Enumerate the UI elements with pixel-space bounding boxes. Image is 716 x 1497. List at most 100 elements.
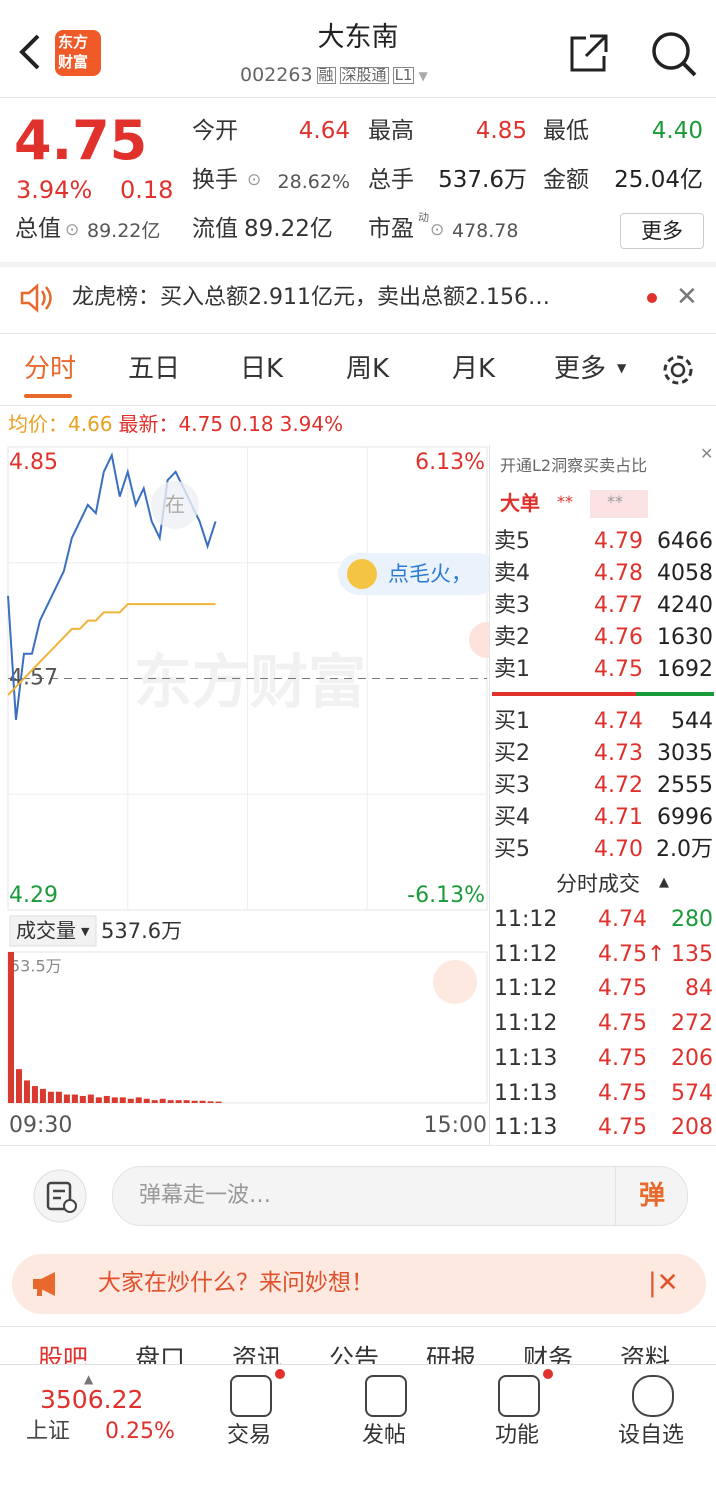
trade-time: 11:12 <box>494 941 558 967</box>
tab[interactable]: 周K <box>346 354 390 384</box>
book-label: 卖2 <box>494 625 530 650</box>
volume-bar <box>39 1088 46 1103</box>
tab[interactable]: 月K <box>452 354 496 384</box>
book-label: 买5 <box>494 837 530 862</box>
trades-title[interactable]: 分时成交 <box>556 872 640 896</box>
volume-bar <box>127 1098 134 1103</box>
trade-price: 4.75 <box>598 976 647 1002</box>
nav-label[interactable]: 设自选 <box>617 1423 684 1448</box>
notice[interactable]: 龙虎榜：买入总额2.911亿元，卖出总额2.156… <box>72 285 550 310</box>
volume-bar <box>111 1097 118 1103</box>
volume-bar <box>103 1095 110 1103</box>
trade-volume: 574 <box>671 1080 713 1106</box>
settings-icon[interactable] <box>660 352 696 388</box>
logo-text: 东方 <box>58 33 89 51</box>
tab[interactable]: 日K <box>240 354 284 384</box>
volume-bar <box>15 1069 22 1103</box>
volume-bar <box>199 1100 206 1103</box>
ai-banner[interactable]: 大家在炒什么？来问妙想！ |✕ <box>12 1254 706 1314</box>
l2-close[interactable]: ✕ <box>700 444 714 463</box>
volume-bar <box>167 1100 174 1103</box>
book-volume: 6996 <box>657 805 713 830</box>
y-tick-label: 4.85 <box>9 450 58 475</box>
promo-text: 点毛火， <box>388 562 472 586</box>
danmu-settings[interactable] <box>32 1168 88 1224</box>
badge-dot <box>275 1369 285 1379</box>
index-name: 上证 <box>26 1419 71 1444</box>
trade-time: 11:13 <box>494 1080 558 1106</box>
danmu-input[interactable]: 弹幕走一波… 弹 <box>112 1166 688 1226</box>
tab-underline <box>24 394 72 398</box>
danmu-placeholder: 弹幕走一波… <box>139 1183 272 1208</box>
volume-bar <box>183 1100 190 1103</box>
tab[interactable]: 分时 <box>24 354 77 384</box>
nav-label[interactable]: 功能 <box>494 1423 539 1448</box>
stock-code: 002263 <box>240 64 313 86</box>
stat-value: 4.40 <box>651 118 703 144</box>
divider <box>0 1326 716 1327</box>
volume-bar <box>31 1086 38 1103</box>
nav-icon[interactable] <box>498 1375 540 1417</box>
up-arrow: ▲ <box>84 1372 94 1386</box>
nav-label[interactable]: 发帖 <box>361 1423 406 1448</box>
trade-volume: 135 <box>671 941 713 967</box>
volume-selector <box>9 915 97 947</box>
trade-price: 4.74 <box>598 907 647 932</box>
tag: 融 <box>316 66 336 84</box>
book-price: 4.79 <box>594 529 643 554</box>
nav-icon[interactable] <box>632 1375 674 1417</box>
dropdown-arrow[interactable]: ▼ <box>418 68 428 83</box>
stat-value: 28.62% <box>277 171 350 193</box>
banner-text: 大家在炒什么？来问妙想！ <box>98 1270 374 1296</box>
nav-icon[interactable] <box>230 1375 272 1417</box>
volume-bar <box>151 1100 158 1103</box>
book-price: 4.70 <box>594 837 643 862</box>
trade-time: 11:12 <box>494 1011 558 1037</box>
y-tick-label: 4.29 <box>9 883 58 908</box>
bubble <box>151 481 199 529</box>
trade-price: 4.75 <box>598 1115 647 1141</box>
stat-value: 25.04亿 <box>614 167 703 193</box>
volume-bar <box>87 1094 94 1103</box>
share-button[interactable] <box>568 32 610 74</box>
volume-bar <box>143 1098 150 1103</box>
ratio-bar-buy <box>636 692 714 696</box>
stat-value: 4.85 <box>475 118 527 144</box>
book-price: 4.77 <box>594 593 643 618</box>
close-notice[interactable]: ✕ <box>676 282 698 312</box>
back-button[interactable] <box>14 32 44 72</box>
stat-label: 金额 <box>543 167 589 193</box>
price: 4.75 <box>14 109 148 172</box>
volume-bar <box>135 1097 142 1103</box>
logo-text: 财富 <box>58 53 89 71</box>
stat-label: 总手 <box>368 167 414 193</box>
last-value: 4.75 <box>178 412 224 436</box>
trade-price: 4.75 <box>598 1080 647 1106</box>
volume-bar <box>95 1097 102 1103</box>
volume-bar <box>47 1091 54 1103</box>
trade-volume: 280 <box>671 907 713 932</box>
danmu-button[interactable]: 弹 <box>615 1167 688 1225</box>
nav-label[interactable]: 交易 <box>226 1423 271 1448</box>
tab[interactable]: 五日 <box>128 354 181 384</box>
trade-time: 11:12 <box>494 976 558 1002</box>
book-price: 4.74 <box>594 709 643 734</box>
gift-icon <box>469 622 490 658</box>
search-button[interactable] <box>650 30 698 78</box>
bottom-nav: ▲ 3506.22 上证 0.25% 交易 发帖 功能 设自选 <box>0 1364 716 1497</box>
volume-label: 成交量 <box>16 919 76 943</box>
tag: 深股通 <box>339 66 389 84</box>
tab[interactable]: 更多 <box>554 354 607 384</box>
change: 0.18 <box>120 176 174 204</box>
nav-icon[interactable] <box>365 1375 407 1417</box>
l2-header[interactable]: 开通L2洞察买卖占比 <box>500 456 648 475</box>
banner-close[interactable]: |✕ <box>648 1268 679 1298</box>
info-icon: ⊙ <box>247 170 262 190</box>
book-volume: 4240 <box>657 593 713 618</box>
volume-bar <box>8 952 14 1103</box>
gap <box>0 262 716 267</box>
big-mask-bg <box>590 490 648 518</box>
price-line <box>7 603 216 696</box>
tab-arrow: ▼ <box>617 361 627 375</box>
more-button[interactable]: 更多 <box>620 213 704 249</box>
